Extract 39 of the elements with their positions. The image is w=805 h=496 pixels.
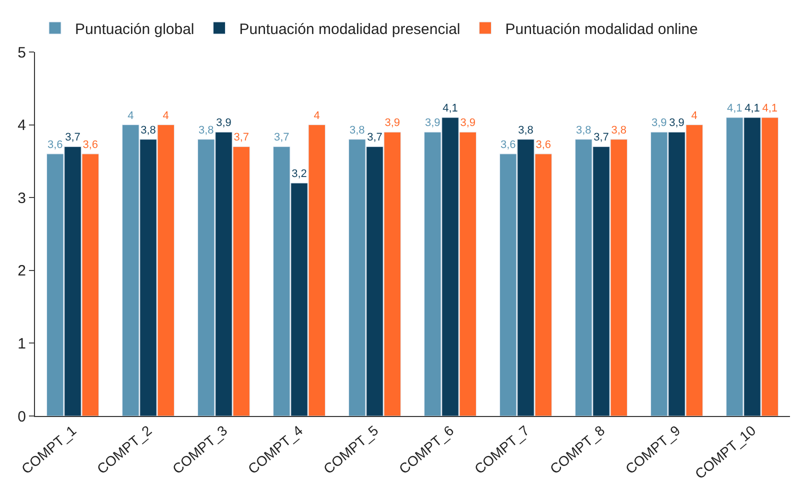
data-label: 3,9 <box>216 117 232 130</box>
data-label: 4 <box>128 110 134 122</box>
data-label: 3,7 <box>65 132 80 144</box>
y-tick-label: 5 <box>18 44 26 62</box>
data-label: 4,1 <box>726 102 742 115</box>
data-label: 3,8 <box>576 124 592 136</box>
data-label: 4,1 <box>762 102 778 115</box>
data-label: 3,8 <box>611 124 627 136</box>
data-label: 3,7 <box>367 132 382 144</box>
data-label: 3,8 <box>140 124 156 136</box>
y-tick-label: 4 <box>18 117 26 134</box>
data-label: 3,7 <box>594 132 609 144</box>
y-tick-label: 3 <box>18 190 26 207</box>
data-label: 3,8 <box>198 124 214 136</box>
y-tick-label: 1 <box>18 335 26 352</box>
data-label: 4,1 <box>744 102 760 115</box>
data-label: 3,2 <box>292 168 307 180</box>
data-label: 3,9 <box>651 117 667 130</box>
data-label: 4,1 <box>442 102 458 115</box>
legend-label: Puntuación modalidad online <box>505 20 698 38</box>
y-tick-label: 0 <box>18 408 26 426</box>
y-tick-label: 2 <box>18 262 26 280</box>
data-label: 3,6 <box>47 138 63 151</box>
data-label: 3,8 <box>349 124 365 136</box>
data-label: 3,6 <box>500 138 516 151</box>
data-label: 4 <box>691 110 698 122</box>
legend-label: Puntuación global <box>75 20 194 38</box>
data-label: 3,9 <box>669 117 684 130</box>
data-label: 3,7 <box>274 132 290 144</box>
data-label: 3,9 <box>424 117 440 130</box>
data-label: 3,9 <box>460 117 476 130</box>
data-label: 4 <box>162 110 169 122</box>
legend-label: Puntuación modalidad presencial <box>239 20 460 38</box>
data-label: 3,9 <box>384 117 400 130</box>
data-label: 3,8 <box>518 124 534 136</box>
data-label: 3,6 <box>82 138 98 151</box>
data-label: 3,7 <box>234 132 250 144</box>
data-label: 4 <box>314 110 320 122</box>
data-label: 3,6 <box>536 138 552 151</box>
